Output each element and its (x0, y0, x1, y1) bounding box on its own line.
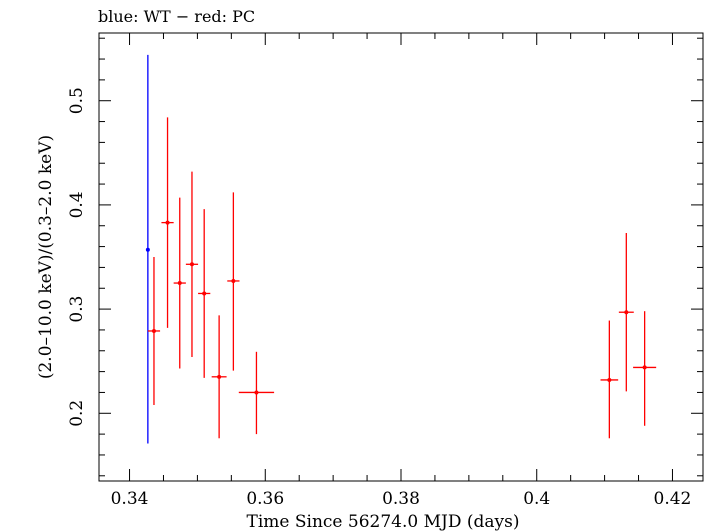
x-axis-label: Time Since 56274.0 MJD (days) (247, 512, 520, 532)
data-point (633, 311, 657, 426)
plot-frame (98, 32, 704, 482)
axis-ticks (99, 33, 703, 481)
data-points (145, 54, 657, 444)
data-point (185, 171, 199, 358)
x-tick-label: 0.4 (523, 489, 550, 509)
x-tick-label: 0.42 (654, 489, 692, 509)
data-marker (145, 247, 150, 252)
data-marker (217, 374, 222, 379)
data-point (147, 257, 161, 405)
x-tick-labels: 0.34 0.36 0.38 0.4 0.42 (111, 489, 692, 509)
y-axis-label: (2.0–10.0 keV)/(0.3–2.0 keV) (36, 135, 56, 379)
data-point (227, 192, 240, 371)
data-point (600, 320, 619, 439)
y-tick-label: 0.2 (67, 400, 87, 427)
x-tick-label: 0.34 (111, 489, 149, 509)
y-tick-label: 0.4 (67, 191, 87, 218)
data-marker (254, 390, 259, 395)
chart-title: blue: WT − red: PC (98, 7, 255, 26)
data-point (173, 197, 186, 369)
data-marker (165, 220, 170, 225)
data-point (238, 351, 275, 435)
data-marker (202, 291, 207, 296)
data-marker (151, 328, 156, 333)
data-marker (624, 310, 629, 315)
data-point (618, 233, 634, 392)
data-marker (642, 365, 647, 370)
data-point (211, 315, 227, 439)
data-point (145, 54, 150, 444)
y-tick-labels: 0.2 0.3 0.4 0.5 (67, 87, 87, 427)
y-tick-label: 0.5 (67, 87, 87, 114)
data-point (161, 117, 174, 328)
data-marker (189, 262, 194, 267)
data-marker (177, 281, 182, 286)
x-tick-label: 0.38 (382, 489, 420, 509)
data-marker (607, 377, 612, 382)
data-marker (231, 278, 236, 283)
x-tick-label: 0.36 (246, 489, 284, 509)
data-point (198, 209, 211, 378)
y-tick-label: 0.3 (67, 296, 87, 323)
